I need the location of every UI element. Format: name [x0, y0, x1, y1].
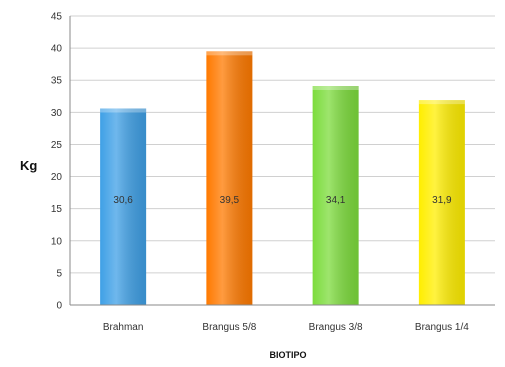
- bar-top-highlight: [418, 100, 465, 105]
- bar-top-highlight: [312, 86, 359, 91]
- x-tick-label: Brahman: [103, 322, 144, 333]
- y-tick-label: 15: [51, 204, 63, 215]
- y-tick-label: 35: [51, 76, 63, 87]
- x-tick-labels: Brahman Brangus 5/8 Brangus 3/8 Brangus 1/4: [103, 322, 469, 333]
- y-tick-label: 0: [56, 301, 62, 312]
- y-tick-label: 40: [51, 44, 63, 55]
- x-tick-label: Brangus 5/8: [202, 322, 256, 333]
- y-tick-label: 25: [51, 140, 63, 151]
- bar-shading: [100, 108, 147, 305]
- bar-top-highlight: [100, 108, 147, 113]
- bar-value-label: 34,1: [326, 195, 346, 206]
- y-tick-label: 30: [51, 108, 63, 119]
- x-tick-label: Brangus 1/4: [415, 322, 469, 333]
- bar-value-label: 30,6: [113, 195, 133, 206]
- x-axis-title: BIOTIPO: [269, 350, 306, 360]
- bar-top-highlight: [206, 51, 253, 56]
- y-tick-labels: 0 5 10 15 20 25 30 35 40 45: [51, 12, 63, 312]
- y-tick-label: 10: [51, 236, 63, 247]
- y-tick-label: 45: [51, 12, 63, 23]
- bar-shading: [312, 86, 359, 305]
- bar-shading: [418, 100, 465, 306]
- bar-shading: [206, 51, 253, 306]
- bar-value-label: 39,5: [220, 195, 240, 206]
- y-tick-label: 20: [51, 172, 63, 183]
- x-tick-label: Brangus 3/8: [309, 322, 363, 333]
- bar-value-label: 31,9: [432, 195, 452, 206]
- y-tick-label: 5: [56, 268, 62, 279]
- bars: 30,6 39,5 34,1 31,9: [100, 51, 465, 306]
- y-axis-title: Kg: [20, 158, 37, 173]
